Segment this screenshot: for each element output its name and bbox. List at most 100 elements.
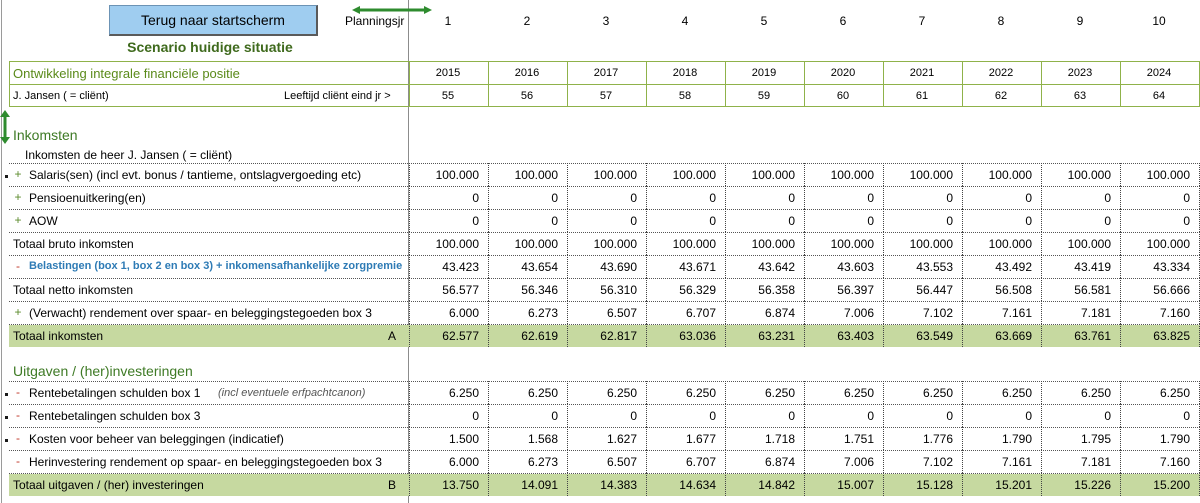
value-cell[interactable]: 56.346 — [521, 283, 558, 297]
value-cell[interactable]: 7.161 — [1001, 455, 1032, 469]
value-cell[interactable]: 100.000 — [1146, 237, 1190, 251]
total-income-value[interactable]: 63.825 — [1153, 329, 1190, 343]
value-cell[interactable]: 100.000 — [435, 237, 479, 251]
value-cell[interactable]: 56.397 — [837, 283, 874, 297]
total-income-value[interactable]: 63.549 — [916, 329, 953, 343]
value-cell[interactable]: 6.507 — [606, 455, 637, 469]
value-cell[interactable]: 100.000 — [909, 237, 953, 251]
value-cell[interactable]: 100.000 — [514, 168, 558, 182]
total-expenses-value[interactable]: 15.200 — [1153, 478, 1190, 492]
value-cell[interactable]: 0 — [867, 409, 874, 423]
total-income-value[interactable]: 62.817 — [600, 329, 637, 343]
value-cell[interactable]: 1.790 — [1159, 432, 1190, 446]
value-cell[interactable]: 0 — [709, 214, 716, 228]
value-cell[interactable]: 7.006 — [843, 455, 874, 469]
value-cell[interactable]: 43.419 — [1074, 260, 1111, 274]
value-cell[interactable]: 0 — [1104, 191, 1111, 205]
value-cell[interactable]: 0 — [709, 409, 716, 423]
value-cell[interactable]: 100.000 — [830, 237, 874, 251]
value-cell[interactable]: 56.329 — [679, 283, 716, 297]
total-expenses-value[interactable]: 15.201 — [995, 478, 1032, 492]
value-cell[interactable]: 6.874 — [764, 306, 795, 320]
value-cell[interactable]: 100.000 — [514, 237, 558, 251]
value-cell[interactable]: 1.500 — [448, 432, 479, 446]
value-cell[interactable]: 6.000 — [448, 455, 479, 469]
value-cell[interactable]: 0 — [946, 409, 953, 423]
freeze-pane-divider[interactable] — [408, 0, 409, 503]
value-cell[interactable]: 7.181 — [1080, 455, 1111, 469]
value-cell[interactable]: 0 — [1025, 214, 1032, 228]
value-cell[interactable]: 0 — [867, 214, 874, 228]
value-cell[interactable]: 100.000 — [751, 237, 795, 251]
value-cell[interactable]: 7.160 — [1159, 455, 1190, 469]
total-income-value[interactable]: 63.669 — [995, 329, 1032, 343]
value-cell[interactable]: 6.250 — [1080, 386, 1111, 400]
value-cell[interactable]: 1.751 — [843, 432, 874, 446]
value-cell[interactable]: 7.160 — [1159, 306, 1190, 320]
value-cell[interactable]: 0 — [630, 409, 637, 423]
value-cell[interactable]: 7.102 — [922, 306, 953, 320]
value-cell[interactable]: 1.627 — [606, 432, 637, 446]
total-income-value[interactable]: 62.619 — [521, 329, 558, 343]
value-cell[interactable]: 100.000 — [593, 237, 637, 251]
total-expenses-value[interactable]: 14.842 — [758, 478, 795, 492]
value-cell[interactable]: 100.000 — [1067, 237, 1111, 251]
value-cell[interactable]: 0 — [1183, 409, 1190, 423]
value-cell[interactable]: 43.553 — [916, 260, 953, 274]
value-cell[interactable]: 0 — [551, 214, 558, 228]
value-cell[interactable]: 43.492 — [995, 260, 1032, 274]
value-cell[interactable]: 0 — [867, 191, 874, 205]
value-cell[interactable]: 56.310 — [600, 283, 637, 297]
value-cell[interactable]: 100.000 — [1146, 168, 1190, 182]
value-cell[interactable]: 0 — [551, 191, 558, 205]
value-cell[interactable]: 6.250 — [685, 386, 716, 400]
value-cell[interactable]: 0 — [1183, 191, 1190, 205]
value-cell[interactable]: 43.334 — [1153, 260, 1190, 274]
value-cell[interactable]: 1.718 — [764, 432, 795, 446]
value-cell[interactable]: 0 — [472, 409, 479, 423]
value-cell[interactable]: 56.666 — [1153, 283, 1190, 297]
total-income-value[interactable]: 62.577 — [442, 329, 479, 343]
value-cell[interactable]: 1.677 — [685, 432, 716, 446]
value-cell[interactable]: 0 — [551, 409, 558, 423]
value-cell[interactable]: 0 — [472, 214, 479, 228]
value-cell[interactable]: 100.000 — [751, 168, 795, 182]
value-cell[interactable]: 100.000 — [988, 168, 1032, 182]
total-expenses-value[interactable]: 15.128 — [916, 478, 953, 492]
total-income-value[interactable]: 63.036 — [679, 329, 716, 343]
value-cell[interactable]: 56.358 — [758, 283, 795, 297]
value-cell[interactable]: 7.006 — [843, 306, 874, 320]
vertical-resize-arrow-icon[interactable] — [0, 110, 10, 144]
value-cell[interactable]: 0 — [1025, 409, 1032, 423]
value-cell[interactable]: 100.000 — [1067, 168, 1111, 182]
horizontal-resize-arrow-icon[interactable] — [352, 6, 432, 14]
value-cell[interactable]: 6.250 — [1001, 386, 1032, 400]
value-cell[interactable]: 0 — [1183, 214, 1190, 228]
value-cell[interactable]: 6.000 — [448, 306, 479, 320]
value-cell[interactable]: 43.423 — [442, 260, 479, 274]
value-cell[interactable]: 100.000 — [593, 168, 637, 182]
value-cell[interactable]: 6.273 — [527, 306, 558, 320]
value-cell[interactable]: 6.273 — [527, 455, 558, 469]
value-cell[interactable]: 56.508 — [995, 283, 1032, 297]
value-cell[interactable]: 1.790 — [1001, 432, 1032, 446]
value-cell[interactable]: 0 — [946, 214, 953, 228]
value-cell[interactable]: 100.000 — [909, 168, 953, 182]
value-cell[interactable]: 100.000 — [672, 237, 716, 251]
value-cell[interactable]: 56.447 — [916, 283, 953, 297]
value-cell[interactable]: 1.568 — [527, 432, 558, 446]
total-income-value[interactable]: 63.403 — [837, 329, 874, 343]
value-cell[interactable]: 7.181 — [1080, 306, 1111, 320]
value-cell[interactable]: 0 — [1025, 191, 1032, 205]
value-cell[interactable]: 0 — [788, 191, 795, 205]
value-cell[interactable]: 7.161 — [1001, 306, 1032, 320]
value-cell[interactable]: 43.690 — [600, 260, 637, 274]
value-cell[interactable]: 0 — [788, 214, 795, 228]
back-to-start-button[interactable]: Terug naar startscherm — [109, 5, 318, 36]
value-cell[interactable]: 6.250 — [448, 386, 479, 400]
value-cell[interactable]: 6.250 — [606, 386, 637, 400]
value-cell[interactable]: 0 — [946, 191, 953, 205]
value-cell[interactable]: 43.654 — [521, 260, 558, 274]
value-cell[interactable]: 0 — [1104, 409, 1111, 423]
value-cell[interactable]: 6.250 — [764, 386, 795, 400]
